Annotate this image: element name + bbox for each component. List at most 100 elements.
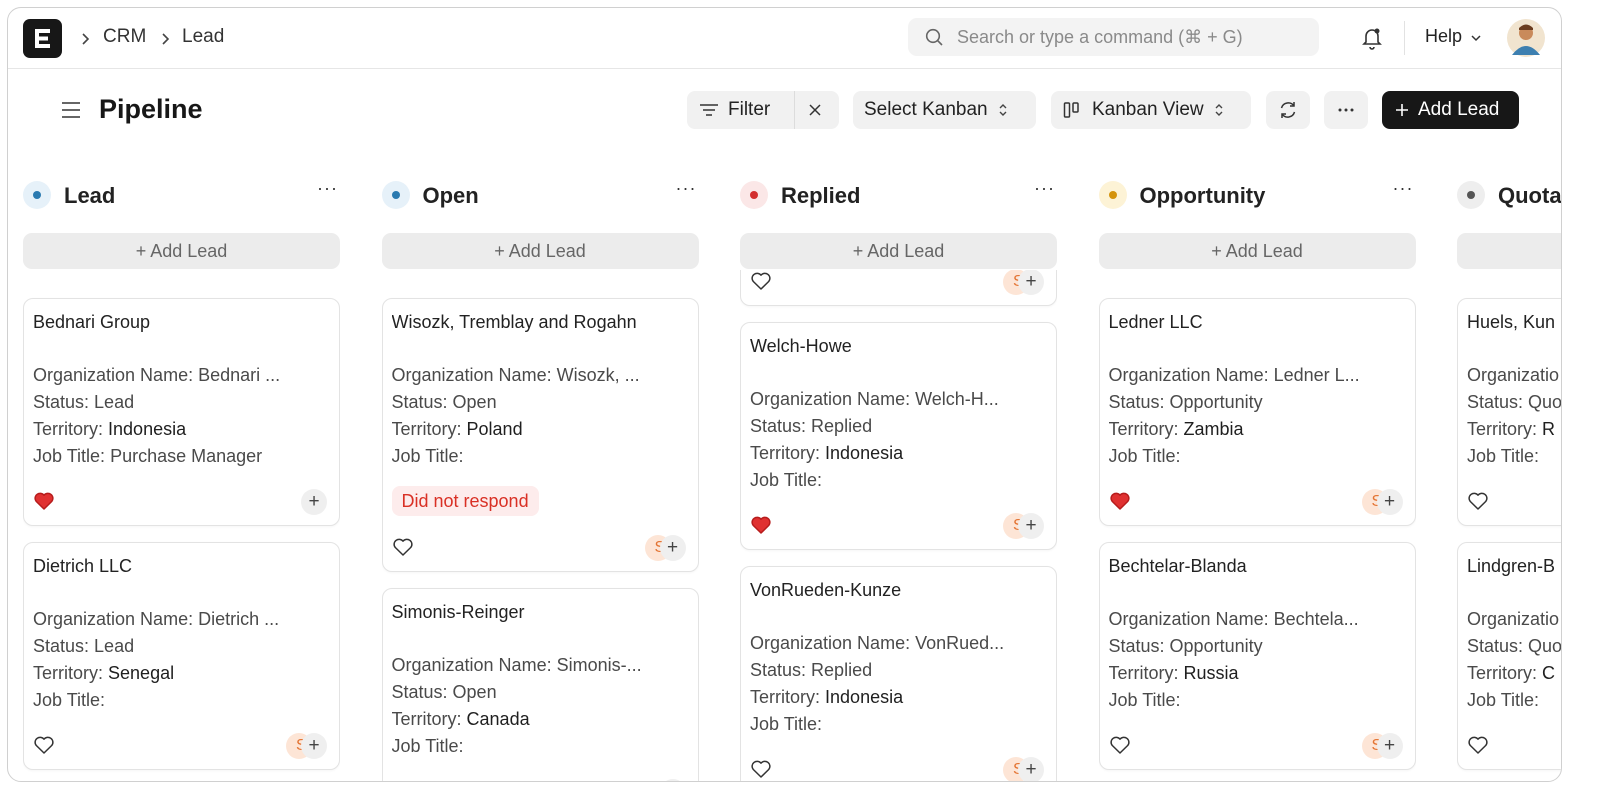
field-value: Indonesia [825, 687, 904, 707]
select-arrows [1215, 104, 1223, 116]
add-lead-column-button[interactable]: + Add Lead [740, 233, 1057, 269]
assign-button[interactable]: + [301, 489, 327, 515]
like-button[interactable] [750, 271, 772, 296]
add-lead-column-button[interactable]: + Add Lead [23, 233, 340, 269]
add-lead-button[interactable]: Add Lead [1382, 91, 1519, 129]
assign-button[interactable]: + [1376, 489, 1403, 515]
view-switcher[interactable]: Kanban View [1051, 91, 1251, 129]
app-logo[interactable] [23, 19, 62, 58]
help-menu[interactable]: Help [1425, 26, 1463, 46]
field-label: Territory: [750, 443, 821, 463]
like-button[interactable] [33, 491, 55, 516]
assign-button[interactable]: + [1018, 757, 1044, 781]
card-field: Organization Name: VonRued... [750, 630, 1047, 657]
heart[interactable] [1109, 735, 1131, 755]
field-value: Opportunity [1169, 636, 1263, 656]
breadcrumb[interactable]: Lead [182, 26, 225, 47]
card-field: Status: Replied [750, 657, 1047, 684]
add-lead-column-button[interactable]: + Add Lead [381, 233, 699, 269]
liked-heart[interactable] [750, 515, 772, 535]
heart[interactable] [392, 537, 414, 557]
card-field: Job Title: Purchase Manager [33, 443, 330, 470]
kanban-column: Lead ··· + Add Lead Bednari Group Organizati… [23, 158, 340, 781]
field-label: Status: [1108, 636, 1165, 656]
lead-card[interactable]: VonRueden-Kunze Organization Name: VonRue… [740, 566, 1057, 781]
lead-card[interactable]: Huels, Kun Organizatio Status: Quo Territor… [1457, 298, 1561, 526]
lead-card[interactable]: Bednari Group Organization Name: Bednari … [23, 298, 340, 526]
filter-button[interactable]: Filter [687, 91, 839, 129]
column-menu[interactable]: ··· [1034, 178, 1055, 198]
like-button[interactable] [1467, 491, 1489, 516]
select-arrows [999, 104, 1007, 116]
page-title: Pipeline [99, 94, 203, 124]
card-field: Job Title: [33, 687, 330, 714]
card-field: Territory: Canada [392, 706, 689, 733]
field-value: Opportunity [1169, 392, 1263, 412]
field-label: Status: [33, 392, 90, 412]
assign-button[interactable]: + [1018, 513, 1044, 539]
lead-card[interactable]: Dietrich LLC Organization Name: Dietrich … [23, 542, 340, 770]
card-field: Job Title: [1109, 443, 1406, 470]
select-kanban[interactable]: Select Kanban [853, 91, 1036, 129]
card-fields: Organization Name: Welch-H... Status: Rep… [750, 386, 1047, 494]
sidebar-toggle[interactable] [60, 99, 82, 121]
like-button[interactable] [1109, 735, 1131, 760]
clear-filter[interactable] [808, 103, 822, 117]
field-label: Status: [391, 682, 448, 702]
field-value: Purchase Manager [110, 446, 263, 466]
like-button[interactable] [1467, 735, 1489, 760]
heart[interactable] [750, 271, 772, 291]
breadcrumb[interactable]: CRM [103, 26, 147, 47]
assign-button[interactable]: + [1376, 733, 1403, 759]
lead-card[interactable]: S+ [740, 270, 1057, 306]
chevron-down [1471, 35, 1481, 42]
card-title: Huels, Kun [1467, 312, 1556, 332]
like-button[interactable] [750, 759, 772, 781]
card-field: Organization Name: Simonis-... [392, 652, 689, 679]
field-value: Replied [811, 416, 873, 436]
column-menu[interactable]: ··· [675, 178, 697, 198]
field-value: Russia [1183, 663, 1239, 683]
status-dot [750, 191, 758, 199]
column-menu[interactable]: ··· [1392, 178, 1414, 198]
heart[interactable] [1467, 735, 1489, 755]
lead-card[interactable]: Welch-Howe Organization Name: Welch-H... S… [740, 322, 1057, 550]
column-menu[interactable]: ··· [317, 178, 338, 198]
heart[interactable] [1467, 491, 1489, 511]
notifications[interactable] [1360, 25, 1384, 51]
card-field: Status: Opportunity [1109, 389, 1406, 416]
heart[interactable] [750, 759, 772, 779]
user-avatar[interactable] [1507, 19, 1545, 57]
lead-card[interactable]: Lindgren-B Organizatio Status: Quo Territor… [1457, 542, 1561, 770]
card-title: Simonis-Reinger [391, 602, 525, 622]
liked-heart[interactable] [33, 491, 55, 511]
add-lead-column-button[interactable] [1457, 233, 1561, 269]
assign-button[interactable]: + [659, 535, 686, 561]
lead-card[interactable]: Simonis-Reinger Organization Name: Simoni… [381, 588, 699, 781]
like-button[interactable] [750, 515, 772, 540]
liked-heart[interactable] [1109, 491, 1131, 511]
card-field: Organization Name: Ledner L... [1109, 362, 1406, 389]
assign-button[interactable]: + [301, 733, 327, 759]
lead-card[interactable]: Wisozk, Tremblay and Rogahn Organization … [381, 298, 699, 572]
like-button[interactable] [33, 735, 55, 760]
filter-icon [700, 104, 718, 116]
add-lead-column-button[interactable]: + Add Lead [1098, 233, 1416, 269]
field-label: Organization Name: [33, 609, 194, 629]
lead-card[interactable]: Bechtelar-Blanda Organization Name: Becht… [1098, 542, 1416, 770]
heart[interactable] [33, 735, 55, 755]
chevron [162, 33, 170, 45]
select-kanban-label: Select Kanban [864, 99, 988, 120]
like-button[interactable] [392, 537, 414, 562]
assign-button[interactable]: + [1018, 270, 1044, 295]
card-footer: S+ [750, 270, 1047, 298]
refresh-button[interactable] [1266, 91, 1310, 129]
status-dot [33, 191, 41, 199]
assign-button[interactable]: + [659, 779, 686, 781]
card-field: Organization Name: Wisozk, ... [392, 362, 689, 389]
like-button[interactable] [1109, 491, 1131, 516]
card-footer: S+ [750, 510, 1047, 542]
lead-card[interactable]: Ledner LLC Organization Name: Ledner L...… [1098, 298, 1416, 526]
search-box[interactable]: Search or type a command (⌘ + G) [908, 18, 1319, 56]
more-button[interactable] [1324, 91, 1368, 129]
